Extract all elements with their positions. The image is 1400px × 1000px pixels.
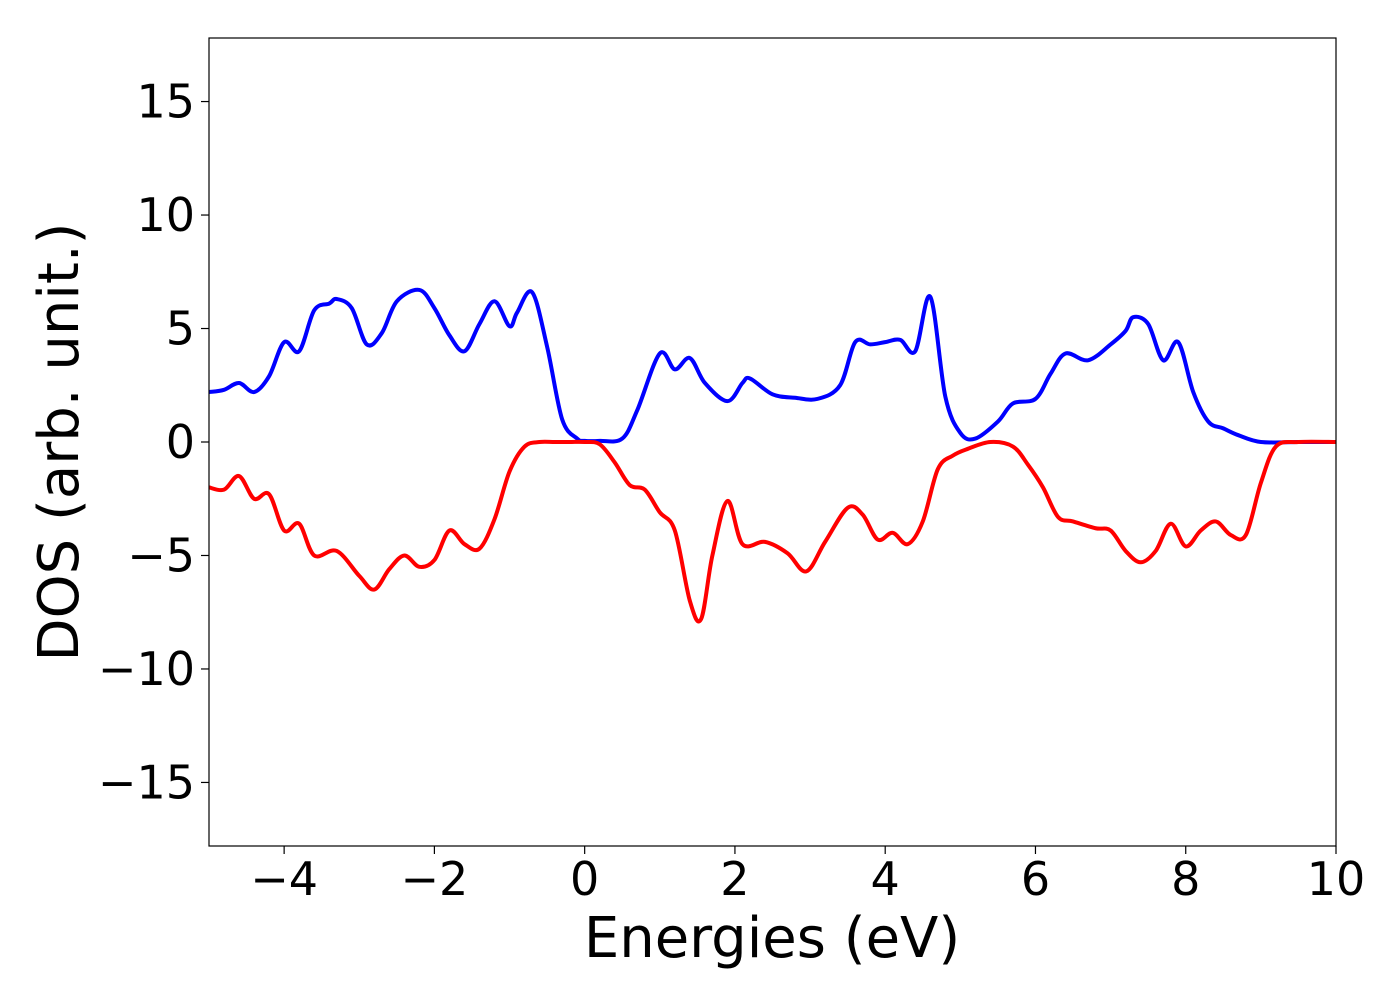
x-tick-label: 2 (720, 852, 749, 906)
y-tick-label: −10 (98, 642, 195, 696)
y-tick-label: −15 (98, 755, 195, 809)
y-tick-label: 10 (136, 188, 195, 242)
dos-series-1-line (209, 287, 1336, 445)
y-axis-label: DOS (arb. unit.) (27, 222, 92, 661)
x-tick-label: 8 (1171, 852, 1200, 906)
x-tick-label: 10 (1307, 852, 1366, 906)
y-axis-ticks: 15 10 5 0 −5 −10 −15 (98, 75, 209, 809)
y-tick-label: 5 (166, 302, 195, 356)
plot-area (209, 38, 1336, 846)
dos-series-2-line (209, 439, 1336, 624)
x-axis-ticks: −4 −2 0 2 4 6 8 10 (250, 846, 1365, 906)
y-tick-label: 15 (136, 75, 195, 129)
x-tick-label: −2 (400, 852, 468, 906)
x-tick-label: 0 (570, 852, 599, 906)
y-tick-label: −5 (127, 528, 195, 582)
x-tick-label: −4 (250, 852, 318, 906)
series-layer (209, 287, 1336, 624)
x-tick-label: 6 (1021, 852, 1050, 906)
x-tick-label: 4 (871, 852, 900, 906)
x-axis-label: Energies (eV) (584, 906, 960, 971)
y-tick-label: 0 (166, 415, 195, 469)
